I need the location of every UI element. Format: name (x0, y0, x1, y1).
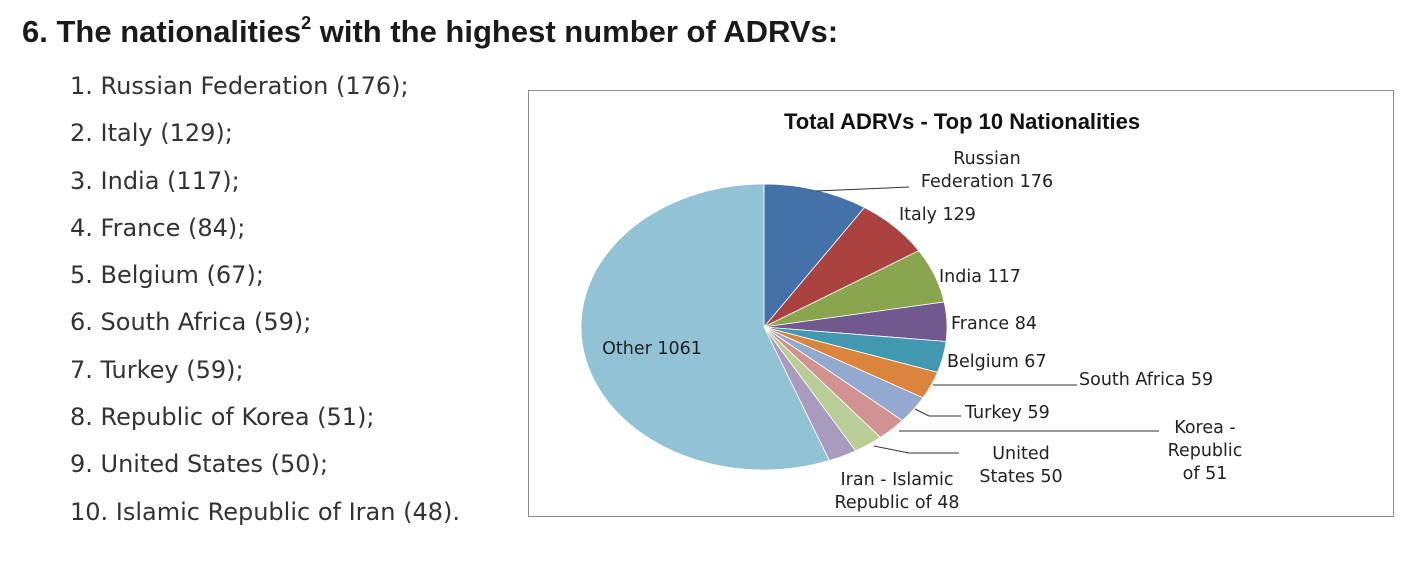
list-item: 6. South Africa (59); (70, 308, 312, 337)
slice-label-korea-republic-of: Republic (1168, 441, 1243, 461)
pie-chart: Total ADRVs - Top 10 Nationalities Russi… (580, 109, 1242, 513)
pie-chart-frame: Total ADRVs - Top 10 Nationalities Russi… (528, 90, 1394, 517)
pie-slices (580, 183, 948, 471)
slice-label-iran-islamic-republic-of: Iran - Islamic (840, 470, 953, 490)
pie-slice-russian-federation (763, 183, 866, 329)
section-heading: 6. The nationalities2 with the highest n… (22, 12, 839, 50)
slice-label-south-africa: South Africa 59 (1079, 370, 1213, 390)
leader-line-turkey (914, 408, 961, 417)
list-item: 1. Russian Federation (176); (70, 72, 409, 100)
chart-title: Total ADRVs - Top 10 Nationalities (784, 109, 1140, 134)
list-item: 5. Belgium (67); (70, 261, 264, 290)
list-item: 7. Turkey (59); (70, 355, 244, 384)
slice-label-russian-federation: Russian (953, 149, 1020, 169)
heading-text-end: with the highest number of ADRVs: (311, 14, 839, 49)
slice-label-turkey: Turkey 59 (964, 403, 1050, 423)
slice-label-united-states: United (992, 444, 1050, 464)
heading-text: The nationalities (56, 14, 302, 49)
list-item: 8. Republic of Korea (51); (70, 403, 375, 432)
slice-label-korea-republic-of: of 51 (1183, 464, 1228, 484)
footnote-marker[interactable]: 2 (301, 12, 312, 33)
slice-label-united-states: States 50 (979, 467, 1062, 487)
list-item: 4. France (84); (70, 213, 246, 242)
slice-label-other: Other 1061 (602, 339, 702, 359)
list-item: 10. Islamic Republic of Iran (48). (70, 497, 460, 526)
slice-label-france: France 84 (951, 314, 1037, 334)
pie-labels: Russian Federation 176 Italy 129 India 117 F… (602, 149, 1242, 513)
pie-slice-other (580, 183, 830, 471)
slice-label-india: India 117 (939, 267, 1021, 287)
list-item: 9. United States (50); (70, 450, 329, 479)
slice-label-italy: Italy 129 (899, 205, 976, 225)
leader-line-russian-federation (815, 186, 910, 192)
slice-label-belgium: Belgium 67 (947, 352, 1047, 372)
section-number: 6. (22, 14, 48, 49)
slice-label-korea-republic-of: Korea - (1174, 418, 1236, 438)
nationalities-list: 1. Russian Federation (176); 2. Italy (1… (70, 68, 460, 541)
leader-line-united-states (873, 445, 959, 454)
slice-label-iran-islamic-republic-of: Republic of 48 (834, 493, 959, 513)
list-item: 3. India (117); (70, 166, 240, 195)
list-item: 2. Italy (129); (70, 119, 233, 148)
slice-label-russian-federation: Federation 176 (921, 172, 1053, 192)
